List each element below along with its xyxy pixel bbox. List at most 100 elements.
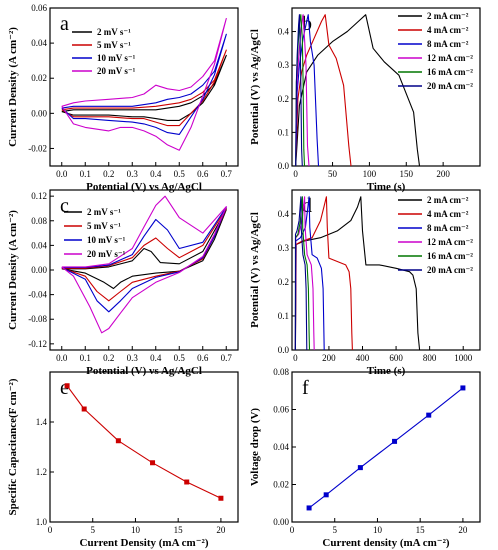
panel-b: 0 50 100 150 200 0.0 0.1 0.2 0.3 0.4 Time (s) Poten…	[249, 7, 481, 193]
x-tick-label: 10	[373, 525, 383, 535]
x-tick-label: 0.3	[127, 353, 139, 363]
x-tick-label: 0	[293, 353, 298, 363]
y-axis-label: Potential (V) vs Ag/AgCl	[249, 29, 261, 145]
y-tick-label: 1.4	[36, 417, 48, 427]
legend-label: 2 mV s⁻¹	[87, 207, 121, 217]
x-tick-label: 0.2	[103, 169, 114, 179]
plot-frame	[49, 7, 239, 167]
plot-frame	[291, 189, 481, 351]
data-point	[218, 495, 224, 501]
y-axis-label: Current Density (A cm⁻²)	[7, 210, 19, 330]
series-line	[61, 33, 227, 135]
y-axis-label: Current Density (A cm⁻²)	[7, 27, 19, 147]
y-axis-label: Specific Capacitance(F cm⁻²)	[7, 378, 19, 515]
y-tick-label: 0.02	[31, 73, 47, 83]
legend-label: 2 mV s⁻¹	[97, 27, 131, 37]
y-tick-label: -0.02	[28, 143, 47, 153]
x-axis-label: Current Density (mA cm⁻²)	[80, 537, 209, 549]
data-point	[150, 460, 156, 466]
x-tick-label: 0.2	[103, 353, 114, 363]
y-tick-label: 0.0	[278, 345, 290, 355]
data-point	[115, 438, 121, 444]
y-tick-label: 1.2	[36, 467, 47, 477]
x-axis-label: Potential (V) vs Ag/AgCl	[86, 365, 202, 377]
series-line	[294, 196, 421, 351]
panel-letter: b	[302, 13, 312, 35]
x-axis-label: Time (s)	[367, 365, 406, 377]
legend-label: 8 mA cm⁻²	[427, 39, 469, 49]
x-tick-label: 0.0	[56, 169, 68, 179]
data-point	[184, 479, 190, 485]
series-line	[295, 14, 310, 167]
x-tick-label: 20	[216, 525, 226, 535]
panel-f: 0 5 10 15 20 0.00 0.02 0.04 0.06 0.08 Current dens…	[249, 367, 481, 549]
legend-label: 4 mA cm⁻²	[427, 25, 469, 35]
y-tick-label: 0.4	[278, 27, 290, 37]
x-tick-label: 0	[293, 169, 298, 179]
x-tick-label: 0.4	[150, 169, 162, 179]
series-line	[308, 387, 464, 509]
x-tick-label: 15	[174, 525, 184, 535]
y-tick-label: 0.1	[278, 311, 289, 321]
y-tick-label: 1.0	[36, 517, 48, 527]
y-tick-label: -0.12	[28, 339, 47, 349]
panel-letter: d	[302, 195, 312, 217]
x-tick-label: 0.7	[221, 353, 233, 363]
x-tick-label: 10	[131, 525, 141, 535]
data-point	[323, 492, 329, 498]
y-axis-label: Potential (V) vs Ag/AgCl	[249, 212, 261, 328]
series-line	[66, 385, 222, 499]
series-line	[61, 17, 227, 151]
y-tick-label: 0.02	[273, 480, 289, 490]
series-line	[295, 14, 303, 167]
legend-label: 8 mA cm⁻²	[427, 223, 469, 233]
data-point	[426, 412, 432, 418]
x-tick-label: 100	[363, 169, 377, 179]
y-axis-label: Voltage drop (V)	[249, 408, 261, 487]
series-line	[294, 196, 311, 351]
legend-label: 20 mA cm⁻²	[427, 265, 473, 275]
x-tick-label: 20	[458, 525, 468, 535]
series-line	[295, 14, 320, 167]
legend-label: 16 mA cm⁻²	[427, 251, 473, 261]
y-tick-label: 0.04	[31, 38, 47, 48]
data-point	[357, 465, 363, 471]
panel-d: 0 200 400 600 800 1000 0.0 0.1 0.2 0.3 0.4 Time (s)…	[249, 189, 481, 377]
y-tick-label: 0.0	[278, 161, 290, 171]
legend-label: 2 mA cm⁻²	[427, 11, 469, 21]
x-tick-label: 0.3	[127, 169, 139, 179]
y-tick-label: 0.00	[273, 517, 289, 527]
x-tick-label: 0.6	[197, 169, 209, 179]
x-tick-label: 0.1	[80, 353, 91, 363]
x-tick-label: 0.5	[174, 353, 186, 363]
data-point	[460, 385, 466, 391]
x-tick-label: 0	[48, 525, 53, 535]
panel-e: 0 5 10 15 20 1.0 1.2 1.4 Current Density (mA cm⁻…	[7, 371, 239, 549]
x-tick-label: 0	[290, 525, 295, 535]
legend-label: 10 mV s⁻¹	[97, 53, 136, 63]
series-line	[294, 196, 325, 351]
panel-letter: a	[60, 13, 69, 35]
legend-label: 5 mV s⁻¹	[97, 40, 131, 50]
y-tick-label: 0.2	[278, 277, 289, 287]
panel-a: 0.0 0.1 0.2 0.3 0.4 0.5 0.6 0.7 -0.02 0.00 0.02 0.0…	[7, 3, 239, 193]
y-tick-label: 0.00	[31, 108, 47, 118]
x-tick-label: 1000	[454, 353, 473, 363]
legend-label: 20 mA cm⁻²	[427, 81, 473, 91]
x-axis-label: Potential (V) vs Ag/AgCl	[86, 181, 202, 193]
x-tick-label: 0.5	[174, 169, 186, 179]
x-tick-label: 15	[416, 525, 426, 535]
data-point	[64, 383, 70, 389]
panel-letter: f	[302, 377, 309, 399]
x-tick-label: 5	[332, 525, 337, 535]
x-tick-label: 200	[436, 169, 450, 179]
plot-frame	[291, 7, 481, 167]
series-line	[294, 196, 315, 351]
x-tick-label: 0.6	[197, 353, 209, 363]
series-line	[294, 196, 353, 351]
series-line	[294, 196, 308, 351]
y-tick-label: -0.08	[28, 314, 47, 324]
y-tick-label: 0.08	[273, 367, 289, 377]
series-line	[61, 49, 227, 127]
series-line	[61, 54, 227, 121]
